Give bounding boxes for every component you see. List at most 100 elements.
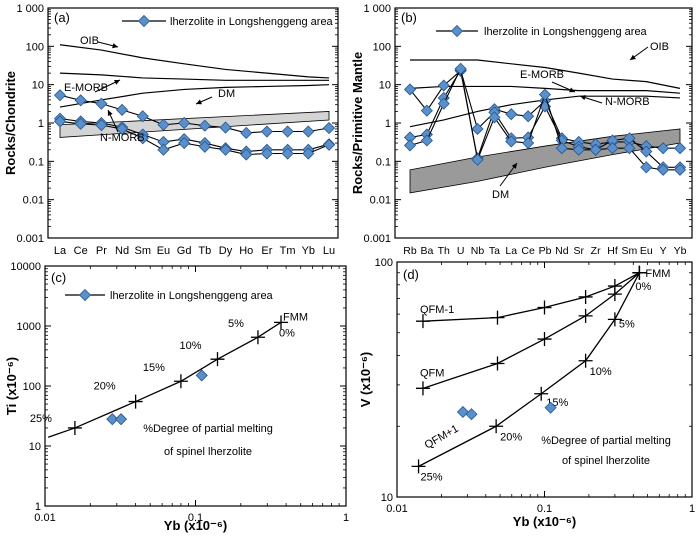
panel-a-ylabel: Rocks/Chondrite — [3, 71, 18, 175]
panel-a-data-point — [95, 119, 108, 132]
panel-a-ytick-label: 10 — [32, 80, 44, 92]
panel-b-category-label: Nb — [471, 245, 485, 257]
panel-b-frame — [394, 7, 693, 239]
panel-c-melting-label: 10% — [179, 340, 201, 352]
panel-a-data-point — [116, 122, 129, 136]
panel-b-data-point — [640, 145, 653, 158]
panel-d-melting-curve — [418, 272, 640, 467]
panel-a-ytick-label: 0.01 — [23, 195, 44, 207]
panel-d-melting-label: 0% — [635, 281, 651, 293]
panel-d-melting-curve — [422, 272, 640, 389]
panel-b-data-point — [505, 135, 518, 148]
panel-d-ylabel: V (x10⁻⁶) — [358, 352, 373, 407]
panel-a-data-point — [281, 125, 294, 138]
panel-c-melting-step — [173, 374, 188, 389]
panel-c-xtick-label: 0.1 — [188, 512, 203, 524]
panel-d-melting-step — [415, 381, 430, 396]
panel-a-data-point — [281, 147, 294, 160]
panel-a-data-point — [53, 115, 67, 128]
panel-b-arrow-nmorb-head — [580, 95, 586, 101]
panel-b-data-point — [471, 153, 484, 166]
panel-d-melting-step — [415, 314, 430, 329]
panel-b-data-point — [538, 88, 552, 101]
panel-a-data-point — [322, 121, 336, 135]
panel-d-melting-label: 20% — [500, 431, 522, 443]
panel-b-data-point — [420, 134, 433, 147]
panel-a-data-point — [136, 132, 149, 145]
panel-c-ytick-label: 10 — [29, 441, 41, 453]
panel-b-data-point — [403, 83, 417, 96]
panel-b-category-label: Yb — [674, 245, 687, 257]
panel-a-data-point — [53, 89, 67, 102]
panel-d-melting-label: 25% — [421, 471, 443, 483]
panel-c-endpoint-label: FMM — [283, 311, 308, 323]
panel-d-xtick-label: 1 — [689, 503, 695, 515]
panel-a-data-point — [178, 136, 191, 150]
panel-c-melting-step — [67, 420, 82, 435]
panel-b-label-dm: DM — [492, 189, 509, 201]
panel-a-ref-line — [59, 44, 330, 79]
panel-b-category-label: Sr — [574, 245, 585, 257]
panel-a-category-label: Nd — [115, 245, 129, 257]
panel-a-category-label: Ce — [74, 245, 88, 257]
panel-c-panel-label: (c) — [51, 270, 66, 285]
panel-d-ytick-label: 10 — [381, 492, 393, 504]
panel-d-panel-label: (d) — [403, 267, 419, 282]
panel-d-note-line2: of spinel lherzolite — [562, 455, 650, 467]
panel-a-data-point — [219, 143, 232, 156]
panel-b-data-point — [572, 143, 585, 156]
panel-c-ytick-label: 1000 — [17, 321, 41, 333]
panel-d-melting-label: 10% — [590, 366, 612, 378]
panel-d-curve-label: QFM-1 — [420, 304, 454, 316]
panel-a-category-label: Pr — [96, 245, 107, 257]
panel-c-legend-label: lherzolite in Longshenggeng area — [110, 290, 274, 302]
panel-d-melting-step — [537, 332, 552, 347]
panel-c-legend-marker — [78, 288, 92, 302]
panel-b-category-label: Y — [660, 245, 667, 257]
panel-a-category-label: Sm — [135, 245, 152, 257]
panel-d-melting-step — [632, 265, 647, 280]
panel-b-category-label: Rb — [403, 245, 417, 257]
panel-b-data-point — [437, 79, 450, 92]
panel-b-ref-line — [409, 85, 681, 94]
panel-b-arrow-emorb-head — [569, 87, 575, 93]
panel-a-ytick-label: 0.001 — [16, 233, 44, 245]
panel-b-data-point — [555, 142, 568, 155]
panel-c-ytick-label: 10000 — [10, 261, 41, 273]
panel-d-melting-step — [578, 353, 593, 368]
panel-d-data-point — [544, 401, 557, 414]
panel-b-ytick-label: 10 — [379, 80, 391, 92]
panel-d-melting-step — [534, 386, 549, 401]
panel-c-ylabel: Ti (x10⁻⁶) — [4, 357, 19, 415]
panel-a-data-point — [240, 148, 253, 161]
panel-a-category-label: Lu — [323, 245, 335, 257]
panel-c-melting-step — [274, 315, 289, 330]
panel-a-data-point — [260, 125, 273, 138]
panel-b-data-point — [623, 142, 636, 155]
panel-c-melting-label: 15% — [143, 362, 165, 374]
panel-a-ytick-label: 1 — [38, 118, 44, 130]
panel-a-data-point — [198, 119, 211, 132]
panel-b-arrow-oib-head — [630, 54, 636, 60]
panel-b-ytick-label: 0.001 — [363, 233, 391, 245]
panel-b-category-label: Th — [438, 245, 450, 257]
panel-b-data-point — [522, 136, 535, 150]
panel-b-label-nmorb: N-MORB — [605, 96, 650, 108]
panel-d-melting-step — [578, 289, 593, 304]
panel-b-category-label: Ta — [489, 245, 500, 257]
panel-b-ytick-label: 100 — [373, 41, 391, 53]
panel-a-data-point — [260, 147, 273, 160]
panel-b-ytick-label: 0.01 — [370, 195, 391, 207]
panel-b-category-label: Nd — [555, 245, 569, 257]
panel-c-melting-label: 25% — [30, 413, 52, 425]
panel-a-category-label: Gd — [177, 245, 192, 257]
panel-a-data-point — [136, 110, 149, 123]
panel-b-category-label: Eu — [640, 245, 653, 257]
panel-a-category-label: Eu — [157, 245, 170, 257]
panel-a-data-point — [95, 97, 108, 110]
panel-b-label-oib: OIB — [650, 41, 669, 53]
panel-b-data-point — [657, 163, 670, 176]
panel-b-category-label: Pb — [539, 245, 552, 257]
panel-a-panel-label: (a) — [54, 10, 70, 25]
